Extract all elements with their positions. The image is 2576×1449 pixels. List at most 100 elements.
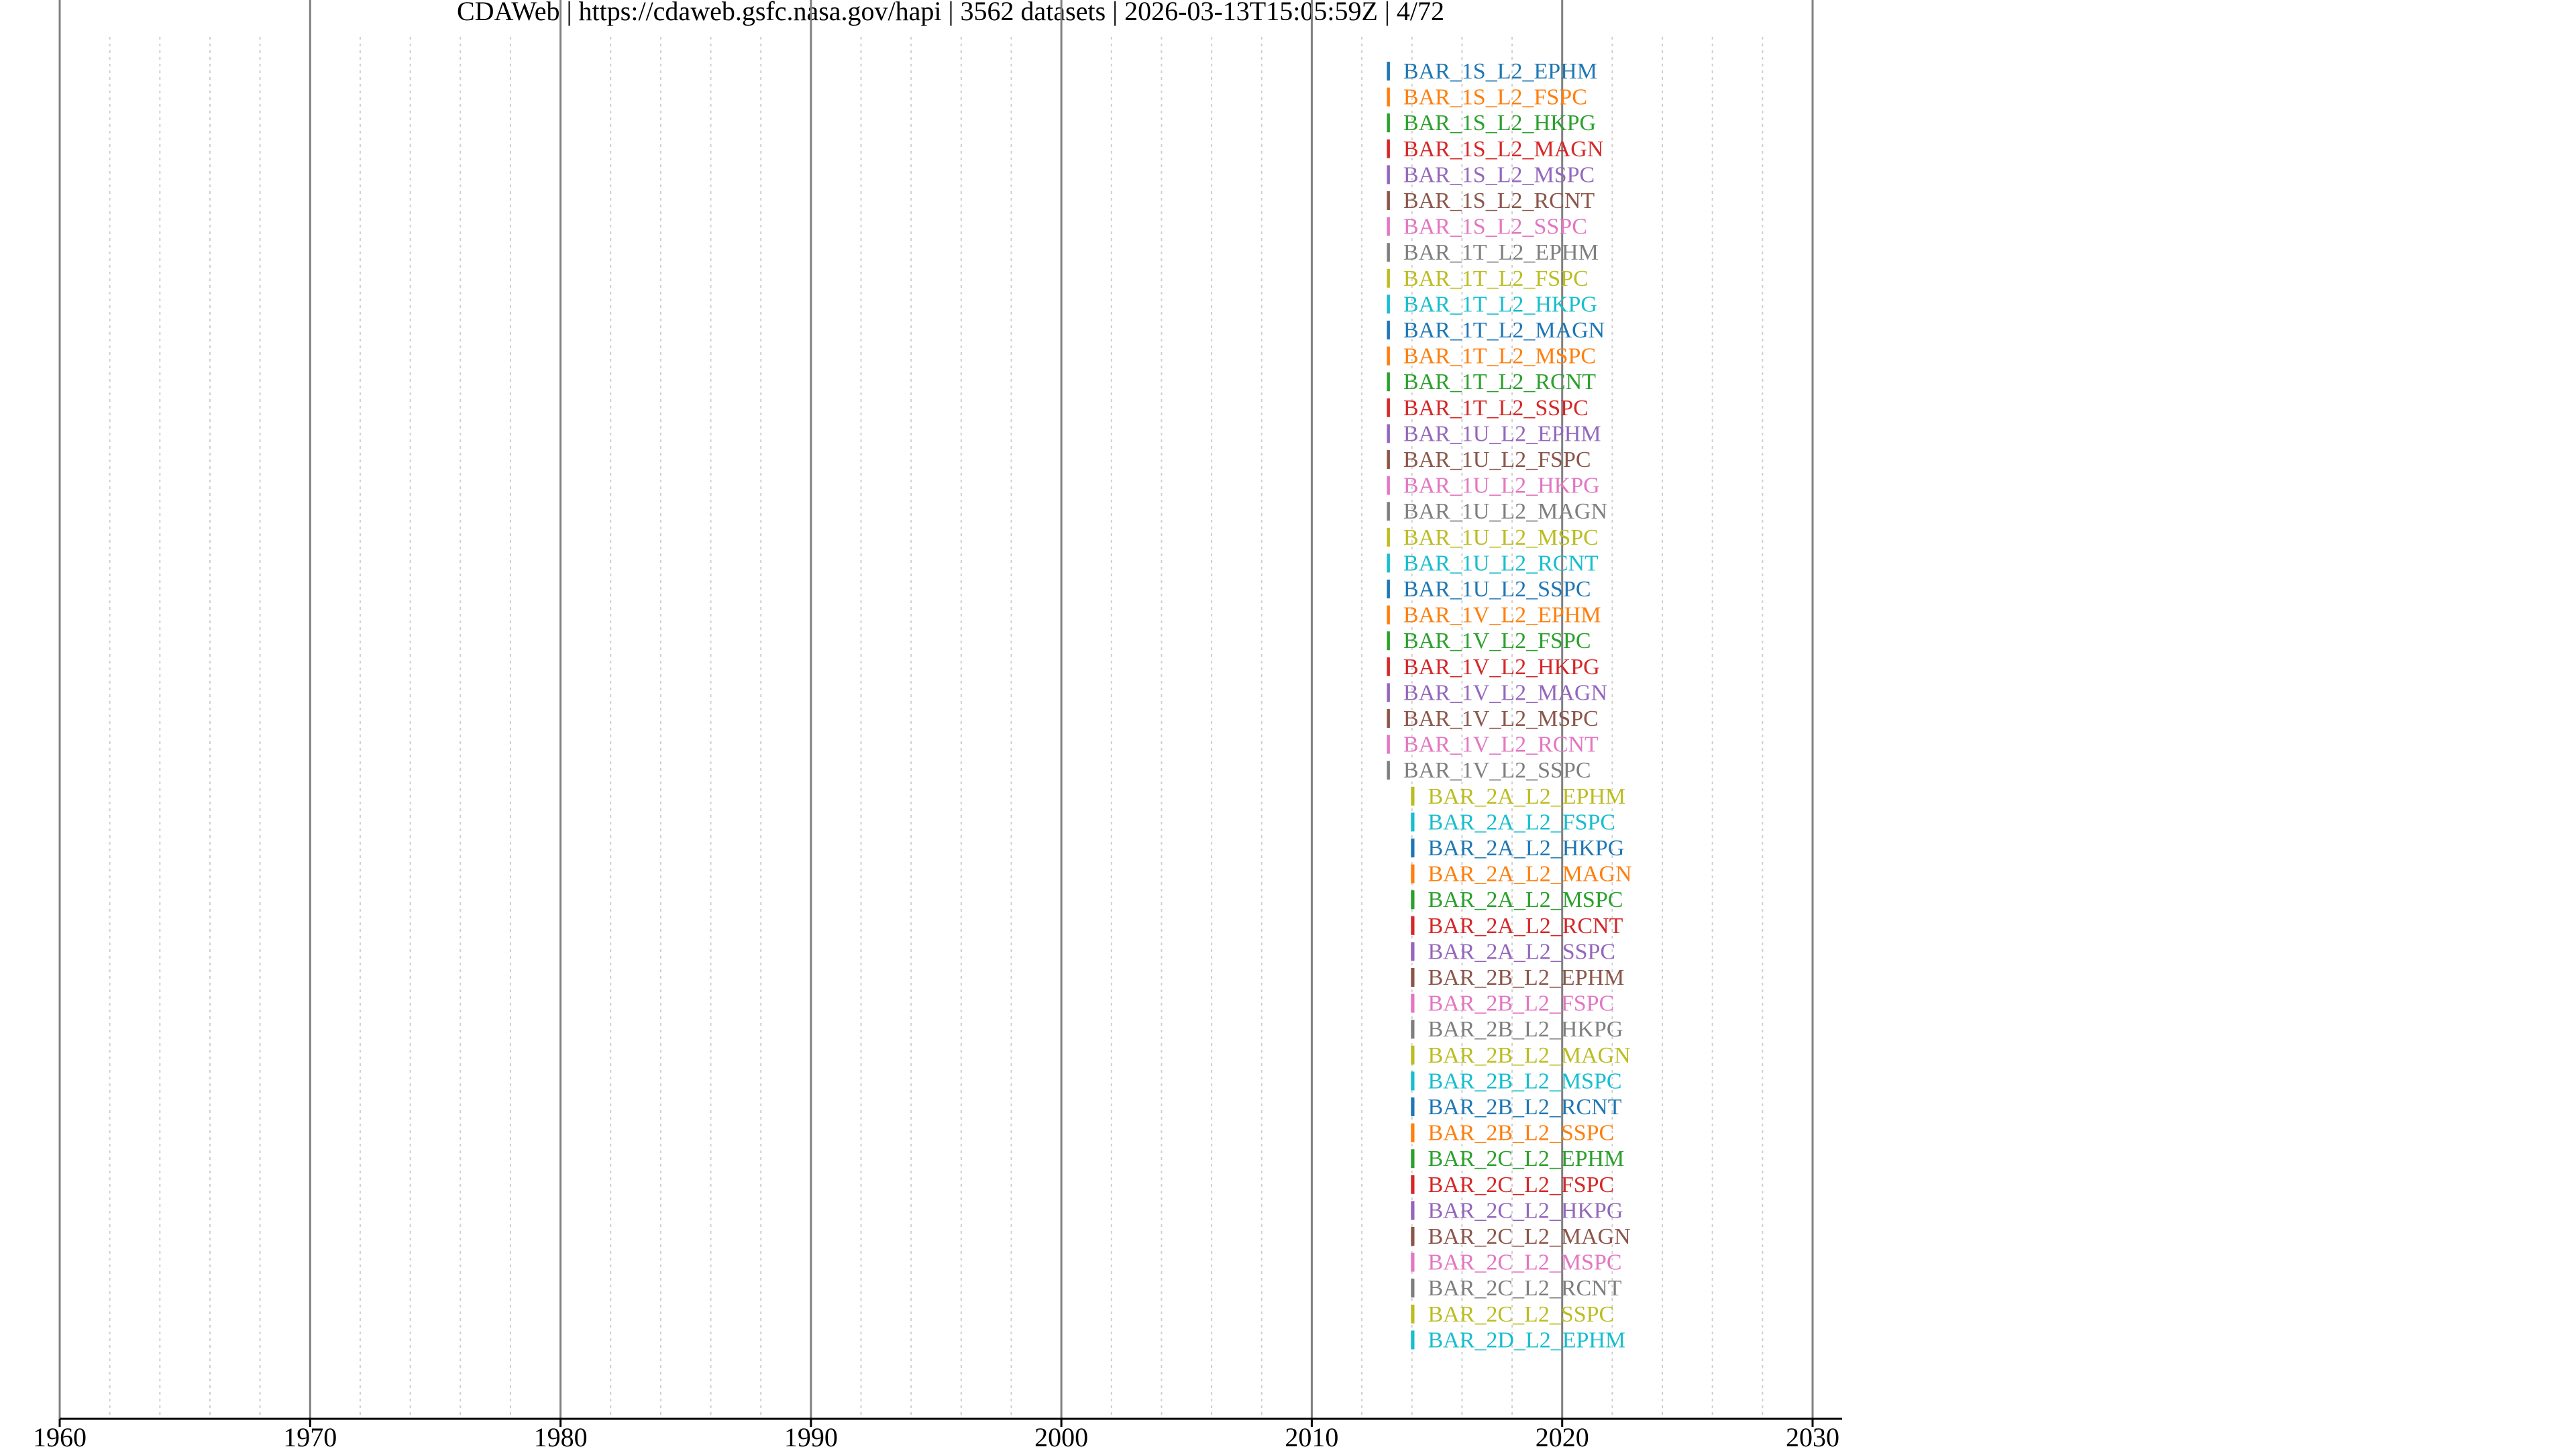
- dataset-label: BAR_1T_L2_HKPG: [1403, 292, 1597, 317]
- dataset-label: BAR_1U_L2_MAGN: [1403, 499, 1607, 524]
- dataset-label: BAR_1U_L2_MSPC: [1403, 525, 1599, 550]
- dataset-label: BAR_2A_L2_SSPC: [1428, 939, 1615, 964]
- time-span: [1411, 1045, 1415, 1065]
- x-tick-label: 2010: [1285, 1422, 1338, 1449]
- dataset-label: BAR_2A_L2_RCNT: [1428, 914, 1623, 938]
- time-span: [1411, 839, 1415, 857]
- dataset-label: BAR_1S_L2_MAGN: [1403, 137, 1603, 162]
- time-span: [1411, 968, 1415, 987]
- dataset-label: BAR_1T_L2_FSPC: [1403, 266, 1589, 291]
- time-span: [1387, 709, 1390, 728]
- dataset-label: BAR_2B_L2_SSPC: [1428, 1121, 1614, 1146]
- time-span: [1411, 1201, 1415, 1220]
- dataset-label: BAR_1V_L2_SSPC: [1403, 758, 1591, 783]
- time-span: [1387, 761, 1390, 780]
- time-span: [1387, 527, 1390, 547]
- dataset-label: BAR_2C_L2_MAGN: [1428, 1224, 1630, 1249]
- dataset-label: BAR_1S_L2_EPHM: [1403, 59, 1597, 84]
- dataset-label: BAR_2B_L2_EPHM: [1428, 965, 1624, 990]
- dataset-label: BAR_2A_L2_EPHM: [1428, 784, 1625, 809]
- time-span: [1387, 683, 1390, 702]
- dataset-label: BAR_1U_L2_HKPG: [1403, 474, 1600, 498]
- dataset-label: BAR_1V_L2_FSPC: [1403, 629, 1591, 653]
- dataset-label: BAR_2C_L2_EPHM: [1428, 1146, 1624, 1171]
- time-span: [1411, 1227, 1415, 1246]
- dataset-label: BAR_2A_L2_FSPC: [1428, 810, 1615, 835]
- dataset-label: BAR_2B_L2_MSPC: [1428, 1069, 1621, 1093]
- time-span: [1411, 1330, 1415, 1350]
- time-span: [1411, 786, 1415, 806]
- dataset-label: BAR_2C_L2_FSPC: [1428, 1173, 1614, 1197]
- dataset-label: BAR_1T_L2_SSPC: [1403, 396, 1589, 421]
- dataset-label: BAR_2A_L2_HKPG: [1428, 836, 1624, 861]
- dataset-label: BAR_2C_L2_MSPC: [1428, 1250, 1621, 1275]
- time-span: [1387, 657, 1390, 676]
- dataset-label: BAR_2A_L2_MAGN: [1428, 862, 1631, 887]
- time-span: [1387, 294, 1390, 314]
- dataset-label: BAR_2C_L2_SSPC: [1428, 1302, 1614, 1327]
- x-tick-label: 2000: [1034, 1422, 1088, 1449]
- time-span: [1387, 735, 1390, 754]
- x-tick-label: 1970: [283, 1422, 337, 1449]
- dataset-label: BAR_1V_L2_MAGN: [1403, 680, 1607, 705]
- x-tick-label: 2020: [1536, 1422, 1589, 1449]
- time-span: [1387, 217, 1390, 236]
- time-span: [1411, 1304, 1415, 1324]
- time-span: [1411, 1071, 1415, 1091]
- time-span: [1387, 398, 1390, 417]
- time-span: [1411, 812, 1415, 832]
- dataset-label: BAR_2A_L2_MSPC: [1428, 888, 1623, 912]
- dataset-label: BAR_1T_L2_RCNT: [1403, 370, 1596, 394]
- time-span: [1387, 268, 1390, 288]
- chart-title: CDAWeb | https://cdaweb.gsfc.nasa.gov/ha…: [457, 0, 1444, 26]
- x-tick-label: 1960: [33, 1422, 87, 1449]
- time-span: [1411, 994, 1415, 1013]
- time-span: [1411, 1279, 1415, 1298]
- time-span: [1387, 450, 1390, 469]
- time-span: [1411, 1123, 1415, 1142]
- time-span: [1387, 139, 1390, 158]
- time-span: [1387, 62, 1390, 80]
- time-span: [1387, 605, 1390, 625]
- time-span: [1387, 631, 1390, 651]
- time-span: [1387, 580, 1390, 598]
- dataset-label: BAR_1V_L2_MSPC: [1403, 706, 1599, 731]
- dataset-label: BAR_1T_L2_EPHM: [1403, 240, 1599, 265]
- dataset-label: BAR_2B_L2_RCNT: [1428, 1095, 1621, 1120]
- dataset-label: BAR_2C_L2_RCNT: [1428, 1276, 1621, 1301]
- dataset-label: BAR_2D_L2_EPHM: [1428, 1328, 1625, 1352]
- dataset-label: BAR_1T_L2_MSPC: [1403, 344, 1596, 369]
- time-span: [1387, 553, 1390, 573]
- time-span: [1387, 424, 1390, 443]
- time-span: [1387, 243, 1390, 262]
- dataset-label: BAR_1U_L2_FSPC: [1403, 447, 1591, 472]
- time-span: [1387, 502, 1390, 521]
- dataset-label: BAR_2B_L2_HKPG: [1428, 1017, 1623, 1042]
- time-span: [1411, 864, 1415, 883]
- dataset-label: BAR_1U_L2_SSPC: [1403, 577, 1591, 602]
- time-span: [1387, 113, 1390, 133]
- time-span: [1411, 942, 1415, 961]
- time-span: [1387, 191, 1390, 210]
- x-tick-label: 1990: [784, 1422, 838, 1449]
- dataset-label: BAR_1S_L2_SSPC: [1403, 215, 1587, 239]
- time-span: [1387, 321, 1390, 339]
- time-span: [1387, 346, 1390, 366]
- dataset-label: BAR_1V_L2_RCNT: [1403, 733, 1599, 757]
- time-span: [1411, 1020, 1415, 1039]
- dataset-label: BAR_2B_L2_FSPC: [1428, 991, 1614, 1016]
- time-span: [1411, 1097, 1415, 1116]
- dataset-label: BAR_1V_L2_HKPG: [1403, 655, 1600, 680]
- dataset-label: BAR_1T_L2_MAGN: [1403, 318, 1605, 343]
- time-span: [1387, 165, 1390, 184]
- dataset-label: BAR_1U_L2_EPHM: [1403, 421, 1601, 446]
- dataset-label: BAR_1S_L2_RCNT: [1403, 189, 1595, 213]
- time-span: [1411, 916, 1415, 935]
- dataset-label: BAR_2B_L2_MAGN: [1428, 1043, 1630, 1068]
- time-span: [1411, 1252, 1415, 1272]
- x-tick-label: 2030: [1786, 1422, 1839, 1449]
- dataset-label: BAR_2C_L2_HKPG: [1428, 1198, 1623, 1223]
- dataset-label: BAR_1S_L2_FSPC: [1403, 85, 1587, 110]
- time-span: [1411, 890, 1415, 910]
